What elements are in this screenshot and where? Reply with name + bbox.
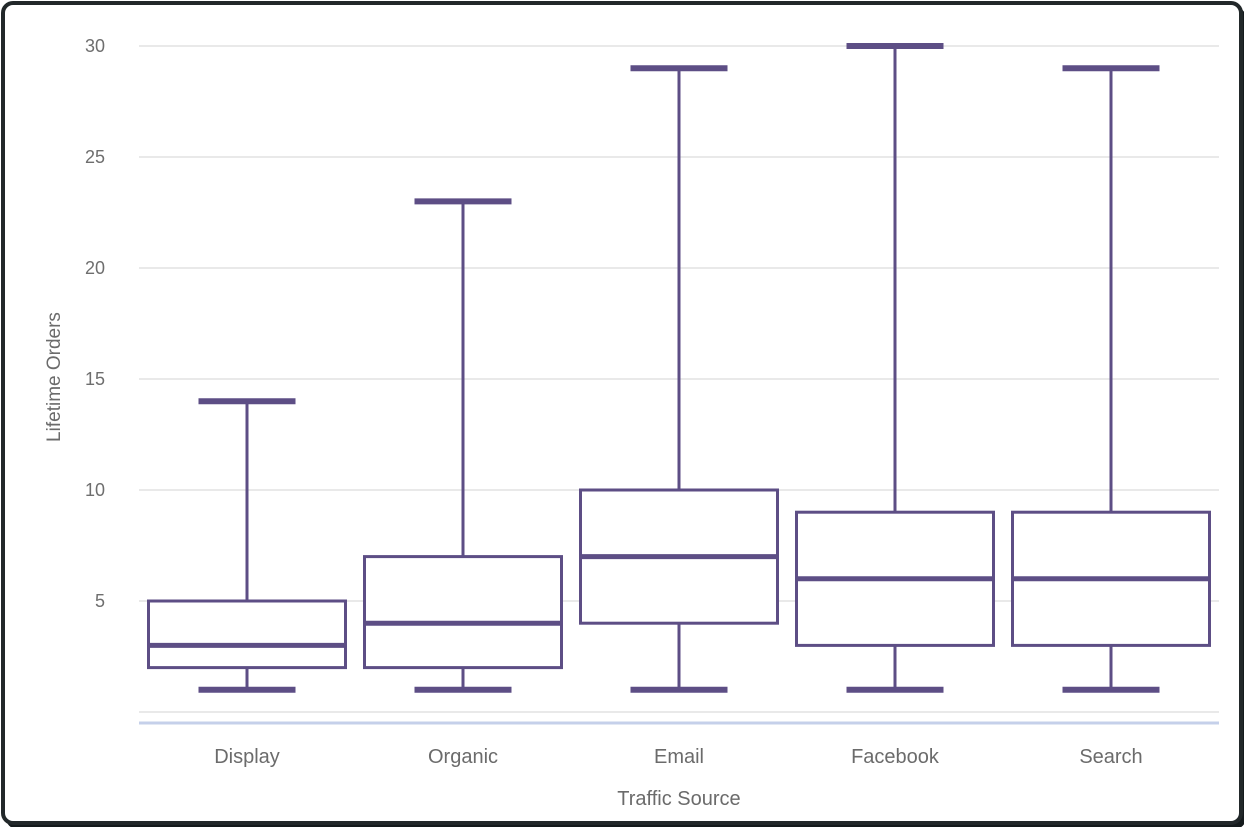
iqr-box bbox=[363, 555, 563, 670]
iqr-box bbox=[147, 599, 347, 670]
boxplot-organic[interactable] bbox=[363, 198, 563, 693]
x-category-label-search: Search bbox=[1079, 746, 1143, 768]
y-tick-label-30: 30 bbox=[84, 36, 105, 56]
x-axis-title: Traffic Source bbox=[617, 788, 741, 810]
boxplot-search[interactable] bbox=[1011, 65, 1211, 693]
x-category-label-email: Email bbox=[653, 746, 704, 768]
y-tick-label-25: 25 bbox=[84, 147, 105, 167]
boxplot-facebook[interactable] bbox=[795, 43, 995, 693]
y-tick-label-15: 15 bbox=[84, 369, 105, 389]
x-category-label-display: Display bbox=[214, 746, 280, 768]
x-category-label-organic: Organic bbox=[427, 746, 499, 768]
x-category-label-facebook: Facebook bbox=[851, 746, 939, 768]
y-tick-label-5: 5 bbox=[94, 591, 105, 611]
boxplot-display[interactable] bbox=[147, 398, 347, 693]
y-axis-title: Lifetime Orders bbox=[44, 312, 65, 442]
boxplot-email[interactable] bbox=[579, 65, 779, 693]
y-tick-label-10: 10 bbox=[84, 480, 105, 500]
y-tick-label-20: 20 bbox=[84, 258, 105, 278]
